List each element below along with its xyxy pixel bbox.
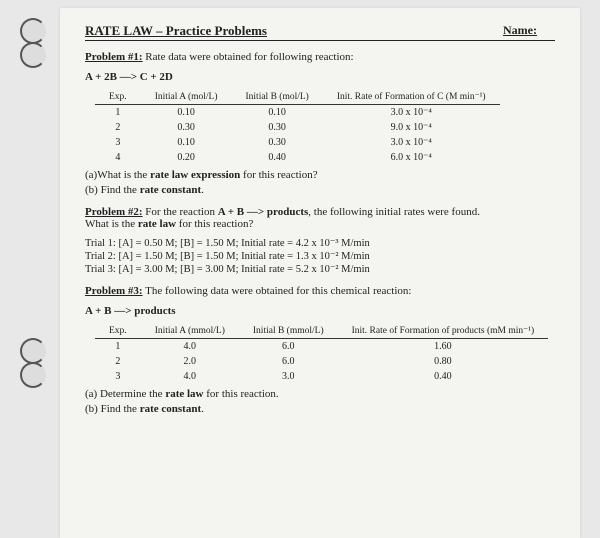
table-cell: 3.0 x 10⁻⁴ [323,135,500,150]
table-cell: 4.0 [141,369,239,384]
p3-question-b: (b) Find the rate constant. [85,403,555,415]
p2-trial-2: Trial 2: [A] = 1.50 M; [B] = 1.50 M; Ini… [85,250,555,262]
problem-1-equation: A + 2B ––> C + 2D [85,71,555,83]
table-cell: 4 [95,150,141,165]
header-row: RATE LAW – Practice Problems Name: [85,23,555,41]
p1-col-0: Exp. [95,89,141,105]
p1-col-2: Initial B (mol/L) [232,89,323,105]
name-label: Name: [503,23,537,39]
table-row: 22.06.00.80 [95,354,548,369]
worksheet-page: RATE LAW – Practice Problems Name: Probl… [60,8,580,538]
p1-question-a: (a)What is the rate law expression for t… [85,169,555,181]
table-cell: 2.0 [141,354,239,369]
problem-1-head: Problem #1: [85,51,143,63]
p3-col-1: Initial A (mmol/L) [141,323,239,339]
table-row: 10.100.103.0 x 10⁻⁴ [95,105,500,121]
table-cell: 1 [95,339,141,355]
problem-3-head: Problem #3: [85,285,143,297]
table-cell: 1.60 [338,339,549,355]
table-row: 20.300.309.0 x 10⁻⁴ [95,120,500,135]
p3-question-a: (a) Determine the rate law for this reac… [85,388,555,400]
table-cell: 3 [95,135,141,150]
problem-3-intro: The following data were obtained for thi… [143,285,412,297]
p2-trial-1: Trial 1: [A] = 0.50 M; [B] = 1.50 M; Ini… [85,237,555,249]
table-cell: 0.30 [232,120,323,135]
problem-2-head: Problem #2: [85,206,143,218]
table-cell: 6.0 [239,339,338,355]
table-cell: 3.0 x 10⁻⁴ [323,105,500,121]
table-cell: 2 [95,120,141,135]
spiral-binding [20,18,46,44]
table-row: 14.06.01.60 [95,339,548,355]
problem-3: Problem #3: The following data were obta… [85,285,555,415]
page-title: RATE LAW – Practice Problems [85,23,267,39]
p3-col-0: Exp. [95,323,141,339]
table-cell: 1 [95,105,141,121]
spiral-binding [20,362,46,388]
p2-trial-3: Trial 3: [A] = 3.00 M; [B] = 3.00 M; Ini… [85,263,555,275]
table-cell: 0.20 [141,150,232,165]
table-row: 34.03.00.40 [95,369,548,384]
problem-1: Problem #1: Rate data were obtained for … [85,51,555,196]
table-cell: 0.40 [338,369,549,384]
spiral-binding [20,338,46,364]
spiral-binding [20,42,46,68]
table-cell: 0.10 [232,105,323,121]
problem-3-equation: A + B ––> products [85,305,555,317]
problem-2: Problem #2: For the reaction A + B ––> p… [85,206,555,275]
table-cell: 6.0 x 10⁻⁴ [323,150,500,165]
p1-col-1: Initial A (mol/L) [141,89,232,105]
p1-question-b: (b) Find the rate constant. [85,184,555,196]
problem-1-intro: Rate data were obtained for following re… [143,51,354,63]
table-cell: 0.30 [141,120,232,135]
table-cell: 0.30 [232,135,323,150]
problem-1-table: Exp. Initial A (mol/L) Initial B (mol/L)… [95,89,500,165]
table-cell: 2 [95,354,141,369]
table-cell: 6.0 [239,354,338,369]
table-cell: 0.40 [232,150,323,165]
p3-col-3: Init. Rate of Formation of products (mM … [338,323,549,339]
table-cell: 3.0 [239,369,338,384]
p1-col-3: Init. Rate of Formation of C (M min⁻¹) [323,89,500,105]
problem-3-table: Exp. Initial A (mmol/L) Initial B (mmol/… [95,323,548,384]
table-cell: 0.10 [141,135,232,150]
p2-line2: What is the rate law for this reaction? [85,218,555,230]
table-row: 30.100.303.0 x 10⁻⁴ [95,135,500,150]
table-cell: 0.80 [338,354,549,369]
table-row: 40.200.406.0 x 10⁻⁴ [95,150,500,165]
p3-col-2: Initial B (mmol/L) [239,323,338,339]
table-cell: 4.0 [141,339,239,355]
table-cell: 0.10 [141,105,232,121]
table-cell: 9.0 x 10⁻⁴ [323,120,500,135]
table-cell: 3 [95,369,141,384]
